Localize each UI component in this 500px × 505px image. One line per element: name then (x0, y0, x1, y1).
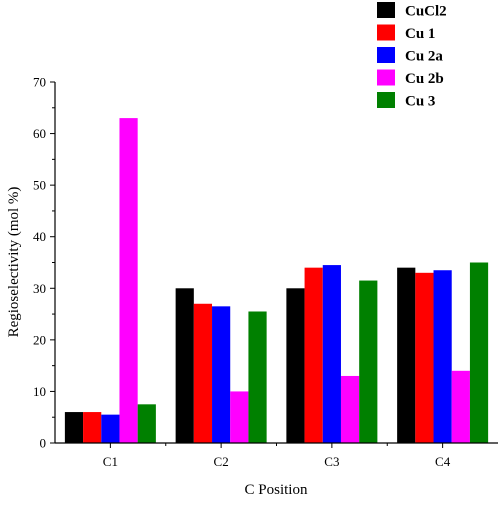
legend-label-cu-2a: Cu 2a (405, 49, 443, 65)
y-tick-label: 70 (33, 75, 46, 90)
x-tick-label-c3: C3 (324, 454, 339, 469)
x-tick-label-c4: C4 (435, 454, 451, 469)
legend-swatch-cu-3 (377, 92, 395, 108)
bar-cu-3-c1 (137, 404, 156, 443)
legend-swatch-cu-2b (377, 69, 395, 86)
bar-cu-1-c1 (83, 412, 102, 443)
legend-swatch-cucl2 (377, 2, 395, 18)
bar-cu-3-c2 (248, 311, 267, 443)
y-tick-label: 20 (33, 332, 46, 347)
y-axis-title: Regioselectivity (mol %) (6, 187, 22, 338)
bar-cu-1-c2 (193, 303, 213, 443)
bar-cu-3-c4 (469, 262, 489, 443)
bar-cu-2b-c1 (119, 118, 138, 443)
bar-cu-3-c3 (359, 280, 378, 443)
legend-swatch-cu-2a (377, 47, 395, 63)
bar-cu-2b-c3 (340, 375, 360, 443)
bar-cu-2b-c2 (230, 391, 249, 443)
bar-cucl2-c1 (64, 412, 84, 443)
y-tick-label: 0 (40, 436, 47, 451)
bar-cu-2a-c2 (212, 306, 231, 443)
x-axis-title: C Position (245, 482, 308, 498)
x-tick-label-c1: C1 (103, 454, 118, 469)
y-tick-label: 40 (33, 229, 46, 244)
bar-cucl2-c2 (175, 288, 194, 443)
bars-layer (64, 118, 489, 443)
bar-cu-2a-c4 (433, 270, 452, 443)
bar-cucl2-c3 (286, 288, 305, 443)
bar-cu-2a-c3 (322, 265, 341, 443)
y-tick-label: 30 (33, 281, 46, 296)
legend: CuCl2 Cu 1 Cu 2a Cu 2b Cu 3 (377, 2, 447, 110)
y-tick-label: 10 (33, 384, 46, 399)
legend-label-cucl2: CuCl2 (405, 4, 447, 20)
y-tick-label: 50 (33, 178, 46, 193)
x-tick-label-c2: C2 (214, 454, 229, 469)
legend-label-cu-2b: Cu 2b (405, 71, 444, 87)
y-tick-label: 60 (33, 126, 46, 141)
axes-layer: 0 10 20 30 40 50 60 70 C1 C2 C3 C4 (33, 75, 498, 469)
bar-cu-2a-c1 (101, 414, 120, 443)
bar-cucl2-c4 (397, 267, 416, 443)
bar-cu-1-c3 (304, 267, 323, 443)
bar-cu-1-c4 (415, 272, 434, 443)
bar-cu-2b-c4 (451, 370, 470, 443)
legend-label-cu-1: Cu 1 (405, 26, 435, 42)
legend-label-cu-3: Cu 3 (405, 94, 435, 110)
legend-swatch-cu-1 (377, 24, 395, 41)
